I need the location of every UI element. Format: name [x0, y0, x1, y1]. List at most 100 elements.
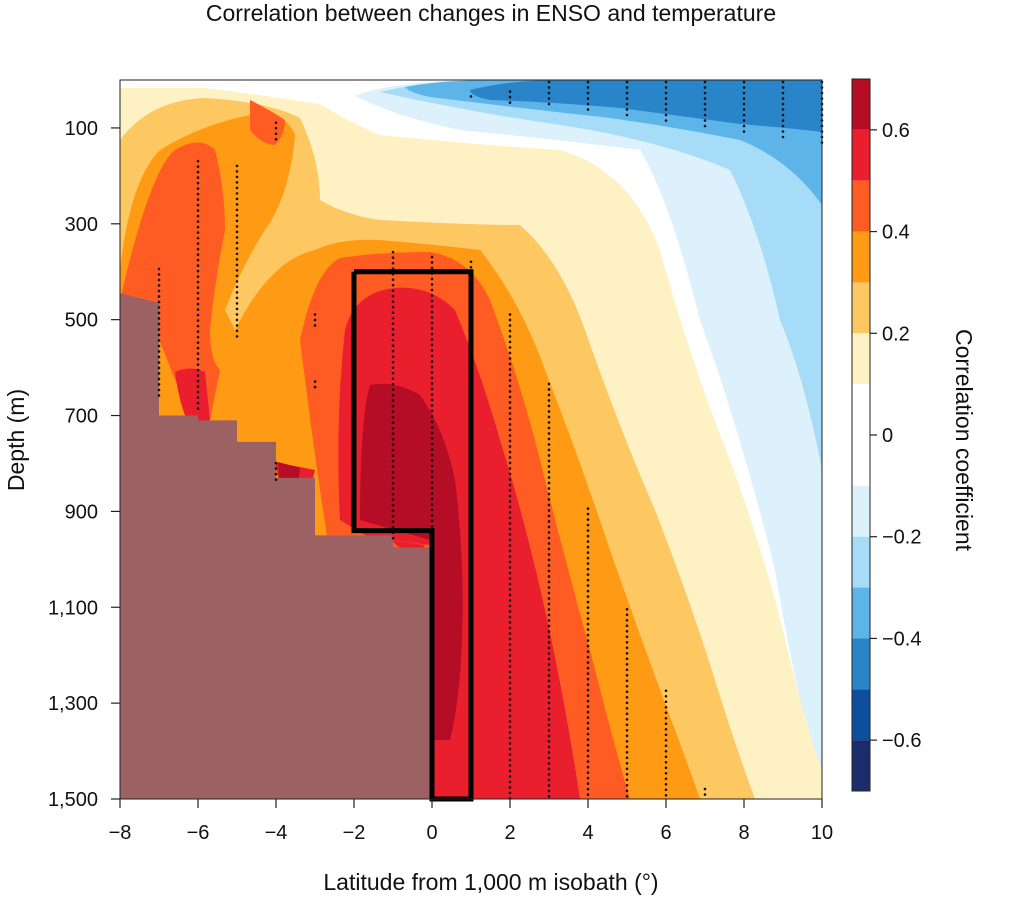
stipple-dot: [391, 437, 395, 441]
stipple-dot: [469, 95, 473, 98]
stipple-dot: [586, 710, 590, 714]
stipple-dot: [157, 311, 161, 315]
stipple-dot: [508, 604, 512, 608]
stipple-dot: [508, 753, 512, 756]
stipple-dot: [547, 712, 551, 716]
stipple-dot: [508, 544, 512, 547]
stipple-dot: [196, 187, 200, 190]
stipple-dot: [547, 734, 551, 738]
stipple-dot: [625, 723, 629, 727]
stipple-dot: [625, 679, 629, 683]
stipple-dot: [274, 126, 278, 130]
stipple-dot: [703, 108, 707, 111]
stipple-dot: [586, 523, 590, 527]
y-tick-label: 1,100: [48, 597, 98, 619]
stipple-dot: [430, 464, 434, 468]
stipple-dot: [703, 113, 707, 117]
stipple-dot: [391, 415, 395, 419]
stipple-dot: [430, 310, 434, 314]
stipple-dot: [274, 121, 278, 125]
stipple-dot: [586, 628, 590, 631]
stipple-dot: [196, 209, 200, 212]
stipple-dot: [586, 611, 590, 615]
stipple-dot: [586, 534, 590, 538]
stipple-dot: [508, 505, 512, 509]
stipple-dot: [547, 520, 551, 523]
stipple-dot: [430, 442, 434, 446]
stipple-dot: [586, 727, 590, 730]
colorbar-swatch: [852, 79, 870, 130]
stipple-dot: [235, 219, 239, 223]
stipple-dot: [547, 602, 551, 606]
stipple-dot: [508, 439, 512, 443]
stipple-dot: [430, 497, 434, 501]
stipple-dot: [430, 294, 434, 297]
stipple-dot: [547, 514, 551, 518]
stipple-dot: [196, 341, 200, 344]
stipple-dot: [625, 662, 629, 666]
stipple-dot: [391, 327, 395, 331]
stipple-dot: [508, 742, 512, 745]
stipple-dot: [664, 80, 668, 84]
stipple-dot: [586, 666, 590, 670]
stipple-dot: [586, 512, 590, 516]
stipple-column: [469, 95, 473, 98]
stipple-dot: [391, 426, 395, 430]
stipple-dot: [430, 470, 434, 473]
stipple-dot: [391, 465, 395, 468]
x-tick-label: −8: [109, 822, 132, 844]
stipple-dot: [157, 289, 161, 293]
stipple-dot: [586, 529, 590, 532]
stipple-dot: [664, 771, 668, 775]
stipple-dot: [235, 285, 239, 289]
stipple-dot: [157, 322, 161, 326]
stipple-dot: [235, 192, 239, 195]
stipple-dot: [547, 652, 551, 655]
stipple-dot: [547, 470, 551, 474]
stipple-dot: [664, 705, 668, 709]
stipple-dot: [508, 698, 512, 701]
stipple-dot: [430, 503, 434, 506]
stipple-dot: [196, 401, 200, 405]
stipple-dot: [196, 396, 200, 399]
colorbar-swatch: [852, 333, 870, 385]
stipple-dot: [235, 164, 239, 168]
stipple-dot: [508, 329, 512, 333]
stipple-dot: [547, 723, 551, 727]
stipple-dot: [547, 591, 551, 595]
stipple-dot: [508, 511, 512, 514]
stipple-dot: [547, 789, 551, 793]
stipple-dot: [235, 181, 239, 184]
stipple-dot: [586, 793, 590, 796]
colorbar-tick-label: −0.6: [882, 730, 921, 752]
stipple-dot: [391, 338, 395, 342]
stipple-dot: [196, 198, 200, 201]
stipple-dot: [625, 728, 629, 732]
contour-pos-0.6: [278, 383, 463, 740]
stipple-dot: [157, 355, 161, 359]
colorbar: 0.6 0.4 0.2 0 −0.2 −0.4 −0.6: [851, 78, 921, 792]
stipple-dot: [586, 507, 590, 510]
stipple-dot: [196, 390, 200, 394]
stipple-dot: [664, 689, 668, 693]
stipple-dot: [625, 789, 629, 793]
stipple-dot: [625, 613, 629, 617]
x-tick-label: 4: [582, 822, 593, 844]
stipple-dot: [196, 220, 200, 223]
stipple-dot: [508, 538, 512, 542]
stipple-dot: [625, 734, 629, 738]
stipple-dot: [196, 181, 200, 185]
stipple-dot: [508, 665, 512, 668]
stipple-dot: [196, 374, 200, 377]
stipple-dot: [586, 108, 590, 111]
stipple-dot: [664, 722, 668, 726]
stipple-dot: [391, 514, 395, 518]
stipple-dot: [235, 274, 239, 278]
stipple-dot: [157, 306, 161, 309]
stipple-dot: [586, 606, 590, 609]
stipple-dot: [547, 542, 551, 545]
stipple-dot: [625, 750, 629, 754]
colorbar-title: Correlation coefficient: [951, 329, 977, 552]
stipple-dot: [430, 349, 434, 352]
stipple-dot: [508, 401, 512, 404]
